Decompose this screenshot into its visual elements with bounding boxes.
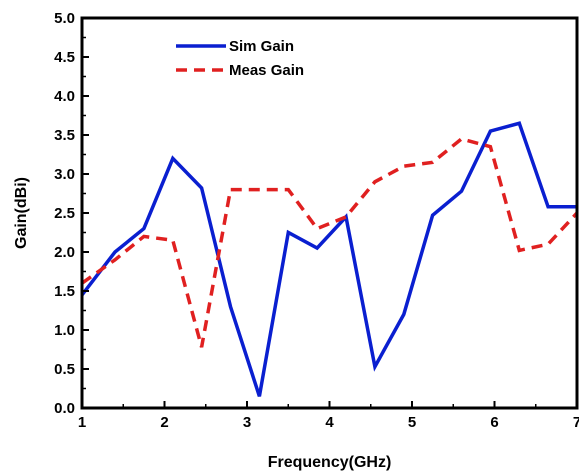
x-tick-label: 2: [160, 414, 168, 431]
x-tick-label: 7: [573, 414, 579, 431]
plot-area: [80, 121, 579, 397]
y-tick-label: 4.5: [54, 49, 75, 66]
y-tick-label: 5.0: [54, 10, 75, 27]
y-tick-label: 3.5: [54, 127, 75, 144]
y-tick-label: 1.5: [54, 283, 75, 300]
x-axis: 1 2 3 4 5 6 7: [78, 401, 579, 431]
legend-label-sim-gain: Sim Gain: [229, 38, 294, 55]
x-axis-title: Frequency(GHz): [268, 454, 392, 471]
x-tick-label: 5: [408, 414, 416, 431]
legend: Sim Gain Meas Gain: [176, 38, 304, 79]
x-tick-label: 3: [243, 414, 251, 431]
y-tick-label: 4.0: [54, 88, 75, 105]
y-axis: 0.0 0.5 1.0 1.5 2.0 2.5 3.0 3.5 4.0 4.5 5.0: [54, 10, 89, 417]
y-tick-label: 2.0: [54, 244, 75, 261]
y-tick-label: 3.0: [54, 166, 75, 183]
y-tick-label: 0.5: [54, 361, 75, 378]
y-tick-label: 1.0: [54, 322, 75, 339]
y-tick-label: 2.5: [54, 205, 75, 222]
y-axis-title: Gain(dBi): [13, 177, 30, 249]
plot-frame: [80, 16, 579, 410]
x-tick-label: 1: [78, 414, 86, 431]
y-tick-label: 0.0: [54, 400, 75, 417]
x-tick-label: 4: [325, 414, 334, 431]
legend-label-meas-gain: Meas Gain: [229, 62, 304, 79]
series-line-sim-gain: [80, 121, 577, 397]
series-line-meas-gain: [80, 136, 579, 348]
x-tick-label: 6: [490, 414, 498, 431]
